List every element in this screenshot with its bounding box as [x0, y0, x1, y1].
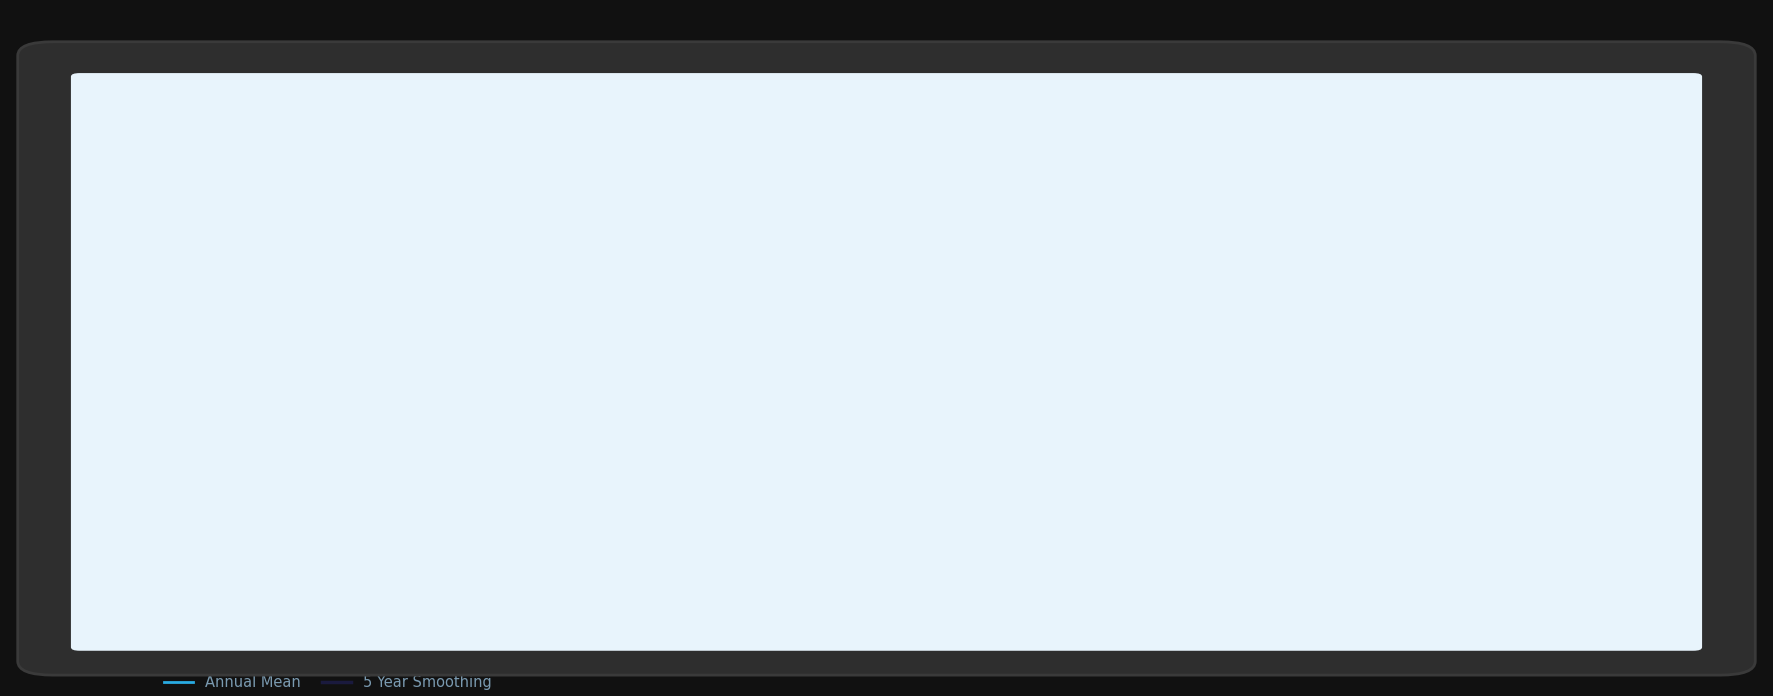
- Annual Mean: [177, 394, 199, 402]
- Annual Mean: [1379, 317, 1401, 326]
- 5 Year Smoothing: [590, 308, 612, 317]
- 5 Year Smoothing: [1216, 354, 1238, 363]
- Legend: Annual Mean, 5 Year Smoothing: Annual Mean, 5 Year Smoothing: [158, 670, 498, 696]
- Annual Mean: [1642, 253, 1663, 262]
- Annual Mean: [1229, 362, 1250, 370]
- 5 Year Smoothing: [177, 391, 199, 400]
- 5 Year Smoothing: [1367, 347, 1388, 355]
- 5 Year Smoothing: [1016, 399, 1037, 407]
- Line: 5 Year Smoothing: 5 Year Smoothing: [188, 287, 1677, 441]
- 5 Year Smoothing: [1642, 283, 1663, 291]
- 5 Year Smoothing: [491, 417, 512, 425]
- Annual Mean: [553, 458, 574, 466]
- 5 Year Smoothing: [1667, 295, 1688, 303]
- Line: Annual Mean: Annual Mean: [188, 212, 1677, 462]
- Annual Mean: [491, 413, 512, 421]
- 5 Year Smoothing: [1605, 283, 1626, 291]
- Annual Mean: [590, 298, 612, 306]
- Y-axis label: Temperature (°C): Temperature (°C): [99, 268, 113, 400]
- Annual Mean: [1028, 388, 1050, 396]
- Annual Mean: [1667, 304, 1688, 313]
- Annual Mean: [603, 208, 624, 216]
- 5 Year Smoothing: [528, 436, 550, 445]
